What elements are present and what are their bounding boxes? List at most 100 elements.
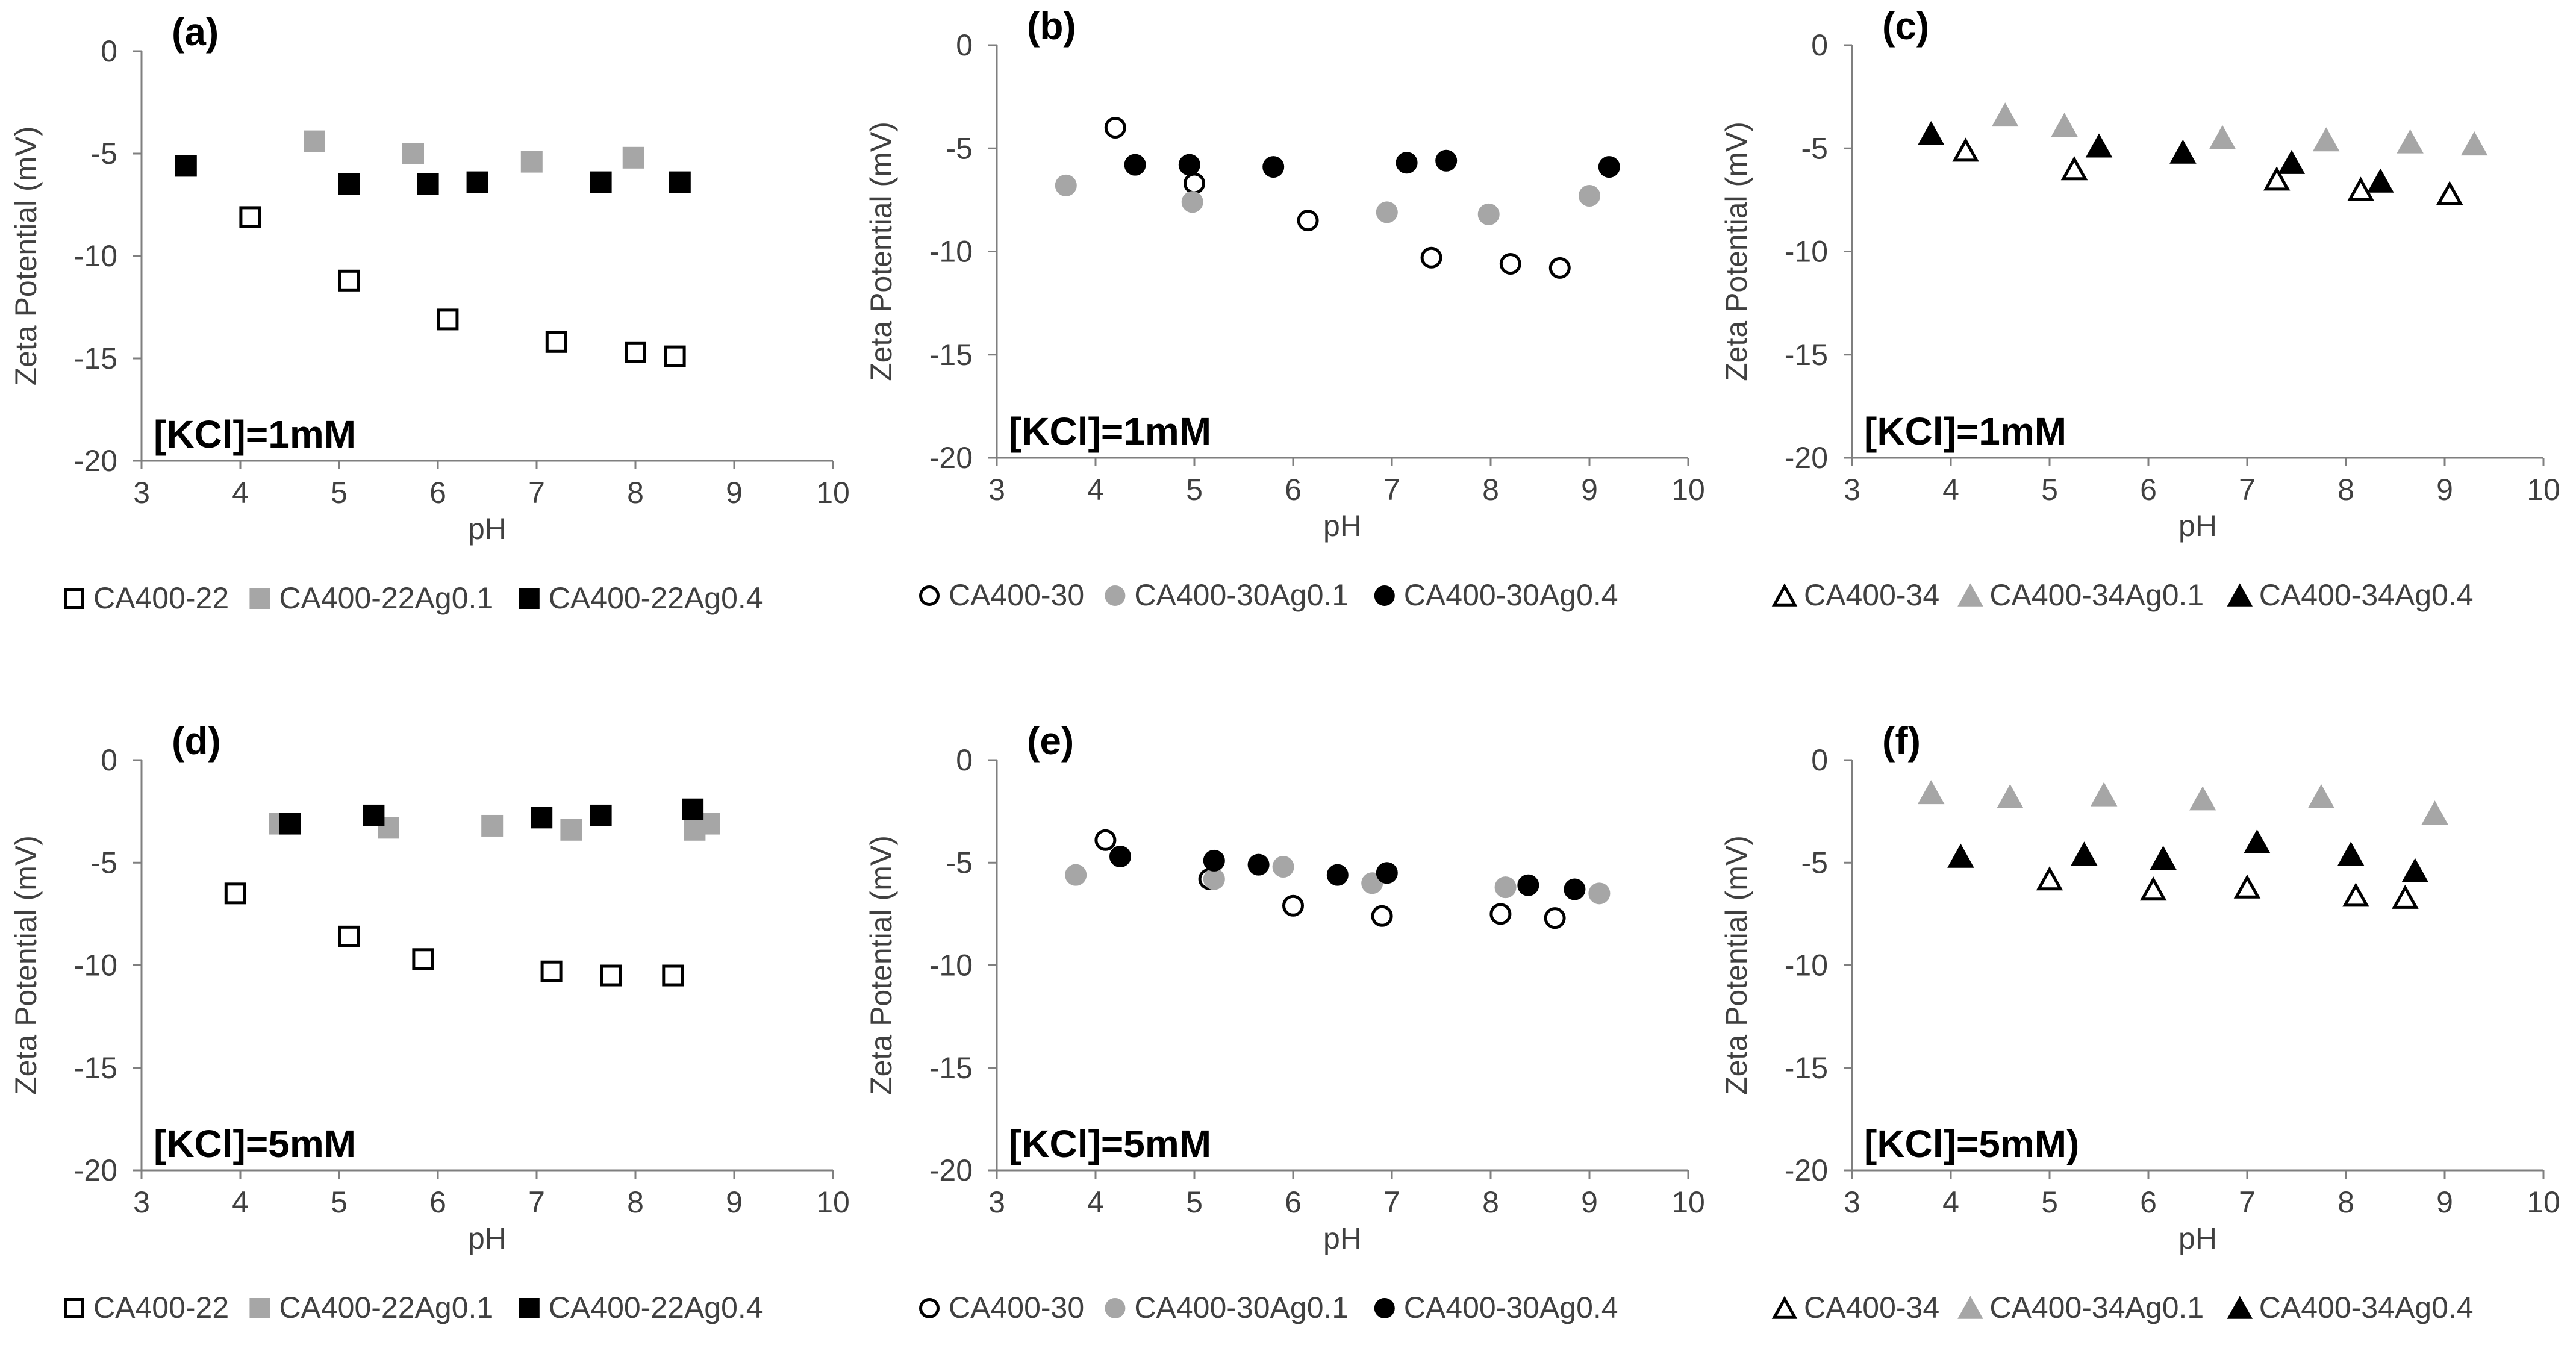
y-tick-label: 0 [1811, 28, 1828, 62]
x-axis-title: pH [1323, 509, 1362, 543]
data-point [2436, 181, 2463, 205]
legend-item: CA400-22 [64, 1291, 229, 1324]
legend-label: CA400-34Ag0.4 [2259, 1291, 2474, 1324]
panel-label: (a) [172, 10, 219, 54]
x-tick-label: 5 [2041, 473, 2058, 507]
y-axis-title: Zeta Potential (mV) [9, 835, 43, 1095]
x-tick-label: 6 [429, 1185, 446, 1219]
data-point [1376, 201, 1398, 223]
x-axis-title: pH [2178, 509, 2217, 543]
x-tick-label: 9 [1581, 1185, 1598, 1219]
data-point [2051, 113, 2078, 137]
y-tick-label: -20 [929, 1153, 973, 1187]
x-tick-label: 8 [627, 476, 644, 510]
y-tick-label: 0 [956, 743, 973, 777]
y-tick-label: -20 [929, 441, 973, 475]
y-tick-label: -5 [91, 137, 117, 170]
data-point [1326, 864, 1349, 886]
x-tick-label: 7 [2239, 1185, 2256, 1219]
y-tick-label: -10 [1785, 235, 1828, 269]
y-tick-label: -10 [929, 235, 973, 269]
x-tick-label: 8 [2337, 473, 2354, 507]
data-point [520, 151, 543, 173]
data-point [1109, 846, 1131, 868]
legend: CA400-34 CA400-34Ag0.1 CA400-34Ag0.4 [1771, 578, 2474, 612]
series-CA400-30 [1104, 117, 1571, 279]
legend-marker [1957, 1296, 1983, 1319]
kcl-annotation: [KCl]=1mM [154, 413, 356, 456]
data-point [2397, 129, 2424, 154]
panel-e: 0 -5 -10 -15 -20 3 4 5 6 7 8 9 10 pH Zeta Potential (m… [864, 719, 1705, 1324]
x-tick-label: 6 [1285, 1185, 1302, 1219]
legend-label: CA400-34 [1804, 578, 1939, 612]
data-point [2401, 858, 2429, 882]
legend-marker [1771, 1296, 1798, 1319]
data-point [600, 964, 622, 987]
x-tick-label: 6 [2140, 1185, 2157, 1219]
data-point [338, 269, 360, 292]
data-point [2169, 139, 2197, 164]
data-point [239, 206, 261, 228]
data-point [2150, 846, 2177, 870]
x-tick-label: 3 [1844, 473, 1860, 507]
x-tick-label: 7 [1383, 473, 1400, 507]
y-tick-label: -10 [1785, 949, 1828, 982]
y-tick-label: -5 [946, 846, 973, 879]
x-tick-label: 6 [429, 476, 446, 510]
data-point [1548, 257, 1571, 279]
panel-c: 0 -5 -10 -15 -20 3 4 5 6 7 8 9 10 pH Zeta Potential (m… [1720, 4, 2560, 612]
x-tick-label: 5 [1186, 473, 1203, 507]
legend-marker [2227, 1296, 2253, 1319]
series-CA400-30Ag0.4 [1109, 846, 1586, 900]
data-point [279, 813, 301, 835]
y-tick-label: -5 [91, 846, 117, 879]
y-tick-label: -20 [74, 444, 117, 478]
legend-label: CA400-30Ag0.4 [1404, 578, 1618, 612]
panel-d: 0 -5 -10 -15 -20 3 4 5 6 7 8 9 10 pH Zeta Potential (m… [9, 719, 850, 1324]
data-point [2367, 168, 2394, 193]
legend-marker [1374, 585, 1395, 606]
y-tick-label: 0 [101, 34, 117, 68]
data-point [224, 882, 246, 905]
data-point [437, 308, 459, 331]
x-tick-label: 7 [528, 1185, 545, 1219]
panel-a: 0 -5 -10 -15 -20 3 4 5 6 7 8 9 10 pH Zeta Potential (m… [9, 10, 850, 615]
data-point [2460, 131, 2488, 156]
legend-label: CA400-30 [949, 578, 1084, 612]
y-axis-title: Zeta Potential (mV) [1720, 122, 1753, 381]
data-point [2060, 156, 2088, 181]
data-point [2071, 841, 2098, 866]
x-axis-title: pH [468, 512, 507, 546]
legend-marker [64, 1298, 84, 1318]
legend-label: CA400-34Ag0.1 [1989, 578, 2204, 612]
kcl-annotation: [KCl]=5mM [154, 1122, 356, 1165]
legend-item: CA400-22 [64, 581, 229, 615]
data-point [1094, 829, 1117, 851]
data-point [682, 798, 704, 820]
data-point [2337, 841, 2365, 866]
y-tick-label: -5 [1801, 131, 1828, 165]
legend-item: CA400-34Ag0.1 [1957, 1291, 2204, 1324]
data-point [2036, 866, 2063, 891]
x-tick-label: 3 [1844, 1185, 1860, 1219]
x-axis-title: pH [468, 1222, 507, 1255]
data-point [1494, 876, 1517, 899]
data-point [2263, 166, 2291, 191]
data-point [466, 171, 488, 193]
x-tick-label: 4 [1087, 1185, 1104, 1219]
x-tick-label: 5 [1186, 1185, 1203, 1219]
x-tick-label: 7 [2239, 473, 2256, 507]
y-tick-label: -15 [74, 1051, 117, 1085]
legend-item: CA400-30 [919, 1291, 1084, 1324]
legend-label: CA400-34Ag0.4 [2259, 578, 2474, 612]
series-CA400-30Ag0.1 [1065, 856, 1611, 905]
data-point [338, 925, 360, 947]
x-tick-label: 9 [2436, 473, 2453, 507]
legend-marker [1374, 1298, 1395, 1318]
kcl-annotation: [KCl]=5mM) [1864, 1122, 2079, 1165]
x-tick-label: 9 [1581, 473, 1598, 507]
data-point [2090, 782, 2118, 807]
data-point [1544, 907, 1566, 929]
data-point [1178, 154, 1200, 176]
x-tick-label: 8 [1482, 473, 1499, 507]
